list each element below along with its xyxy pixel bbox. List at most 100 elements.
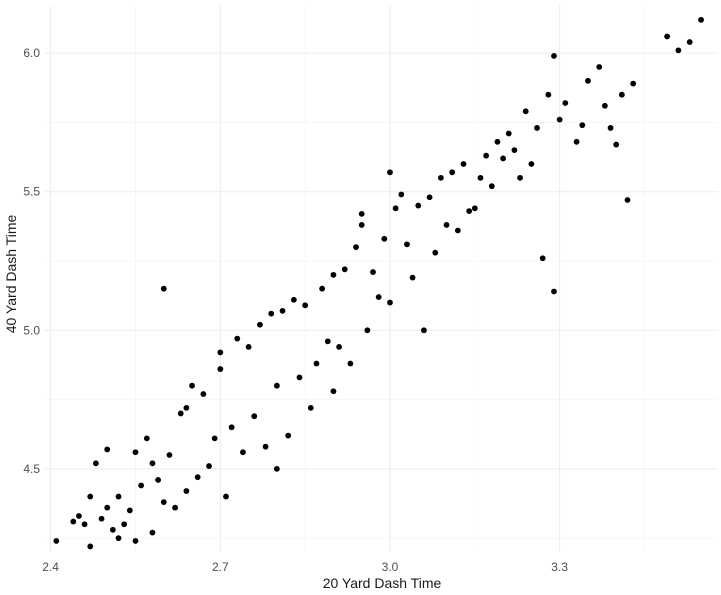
data-point — [511, 147, 518, 154]
data-point — [477, 174, 484, 181]
data-point — [488, 183, 495, 190]
data-point — [426, 194, 433, 201]
data-point — [290, 296, 297, 303]
data-point — [630, 80, 637, 87]
x-tick-label: 2.4 — [42, 560, 59, 574]
data-point — [257, 321, 263, 328]
data-point — [698, 16, 704, 23]
data-point — [160, 285, 167, 292]
y-tick-label: 6.0 — [23, 46, 40, 60]
data-point — [353, 244, 359, 251]
data-point — [664, 33, 671, 40]
data-point — [211, 435, 218, 442]
data-point — [121, 521, 128, 528]
data-point — [53, 538, 60, 544]
data-point — [273, 465, 280, 472]
data-point — [613, 141, 620, 148]
data-point — [262, 443, 269, 450]
data-point — [200, 391, 207, 397]
x-axis-title: 20 Yard Dash Time — [323, 575, 442, 591]
data-point — [483, 152, 490, 159]
data-point — [81, 521, 88, 528]
data-point — [347, 360, 354, 367]
data-point — [132, 538, 139, 544]
data-point — [601, 102, 608, 109]
data-point — [551, 288, 557, 295]
data-point — [245, 344, 252, 350]
data-point — [126, 507, 133, 514]
data-point — [336, 344, 342, 350]
data-point — [143, 435, 150, 442]
data-point — [618, 91, 625, 98]
data-point — [223, 493, 229, 500]
data-point — [409, 274, 416, 281]
data-point — [87, 493, 94, 500]
tick-labels: 2.4 2.7 3.0 3.3 4.5 5.0 5.5 6.0 — [23, 46, 568, 574]
data-point — [194, 474, 201, 481]
x-tick-label: 2.7 — [212, 560, 229, 574]
data-point — [172, 504, 178, 511]
data-point — [358, 210, 365, 217]
data-point — [432, 249, 439, 256]
data-point — [115, 493, 122, 500]
data-point — [466, 208, 473, 214]
data-point — [307, 404, 314, 411]
data-point — [341, 266, 348, 273]
data-point — [177, 410, 184, 417]
data-point — [624, 197, 631, 203]
data-point — [607, 125, 614, 131]
data-point — [454, 227, 461, 234]
data-point — [189, 382, 195, 389]
data-point — [494, 138, 501, 145]
data-point — [443, 222, 450, 228]
data-point — [675, 47, 682, 54]
data-point — [279, 307, 286, 314]
data-point — [539, 255, 546, 262]
data-point — [234, 335, 241, 342]
data-point — [551, 52, 557, 59]
y-tick-label: 5.5 — [23, 185, 40, 199]
data-point — [460, 161, 467, 167]
x-tick-label: 3.3 — [551, 560, 568, 574]
data-point — [313, 360, 320, 367]
data-point — [330, 388, 337, 395]
data-point — [251, 413, 258, 420]
data-point — [528, 161, 535, 167]
data-point — [415, 202, 422, 209]
data-point — [364, 327, 371, 334]
y-tick-label: 4.5 — [23, 462, 40, 476]
data-point — [573, 138, 580, 145]
data-point — [517, 174, 523, 181]
data-point — [138, 482, 145, 489]
data-point — [562, 100, 569, 106]
data-point — [585, 77, 591, 84]
data-point — [381, 235, 388, 242]
data-point — [273, 382, 280, 389]
data-point — [545, 91, 552, 98]
data-point — [500, 155, 506, 162]
data-point — [471, 205, 478, 212]
data-point — [87, 543, 94, 550]
data-point — [70, 518, 77, 525]
data-point — [437, 174, 444, 181]
data-point — [155, 477, 162, 483]
data-point — [505, 130, 512, 137]
data-point — [330, 271, 337, 278]
data-point — [319, 285, 326, 292]
data-point — [392, 205, 399, 212]
data-point — [268, 310, 275, 317]
data-point — [104, 446, 111, 453]
data-point — [115, 535, 122, 542]
data-point — [596, 64, 603, 70]
data-point — [686, 39, 693, 45]
data-point — [296, 374, 303, 381]
data-point — [534, 125, 540, 131]
data-point — [206, 463, 212, 469]
data-point — [240, 449, 246, 456]
data-point — [421, 327, 427, 334]
data-point — [556, 116, 563, 123]
data-point — [398, 191, 405, 198]
data-point — [217, 349, 224, 356]
